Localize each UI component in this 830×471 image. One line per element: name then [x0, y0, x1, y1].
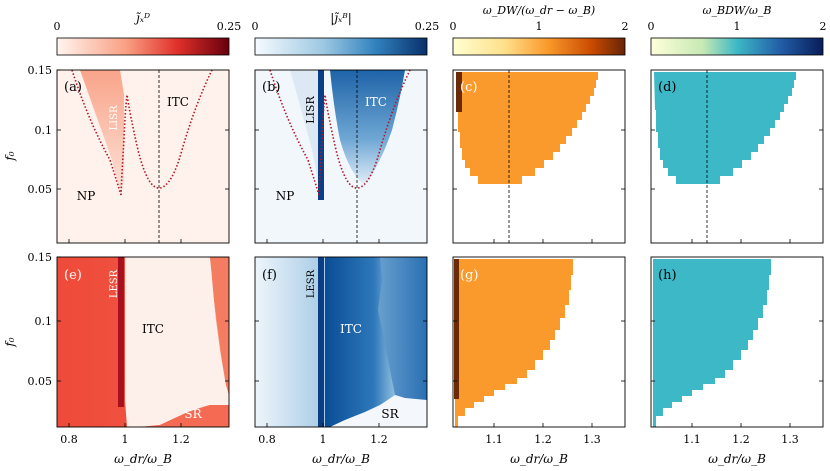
panel-b-itc-label: ITC [365, 95, 387, 109]
ytick-top-0.1: 0.1 [35, 124, 53, 137]
ytick-bottom-0.1: 0.1 [35, 315, 53, 328]
colorbar-a: 0 0.25 j̃ₓᴰ [54, 11, 242, 56]
colorbar-c-max: 2 [622, 20, 629, 33]
panel-b-np-shade [290, 70, 322, 195]
panel-e-lesr-label: LESR [109, 269, 120, 298]
panel-f-sr-region [330, 395, 427, 427]
xlabel-e: ω_dr/ω_B [114, 452, 172, 466]
panel-h-label: (h) [658, 268, 677, 283]
xtick-f-1: 1 [320, 433, 327, 446]
colorbar-c-label: ω_DW/(ω_dr − ω_B) [483, 4, 595, 17]
colorbar-b-label: |j̃ₓᴮ| [330, 11, 352, 25]
panel-a-np-label: NP [77, 189, 96, 203]
ytick-top-0.05: 0.05 [28, 183, 53, 196]
panel-d-label: (d) [658, 80, 676, 95]
panel-e-transition [210, 257, 229, 395]
panel-f-label: (f) [262, 268, 277, 283]
xtick-g-1.2: 1.2 [534, 433, 552, 446]
panel-b-label: (b) [262, 80, 280, 95]
panel-c-label: (c) [460, 80, 477, 95]
xlabel-g: ω_dr/ω_B [510, 452, 568, 466]
colorbar-b-max: 0.25 [415, 20, 440, 33]
panel-f: (f) LESR ITC SR [254, 256, 428, 428]
xtick-f-1.2: 1.2 [370, 433, 388, 446]
panel-e-sr-label: SR [184, 407, 202, 421]
panel-c: (c) [452, 69, 626, 244]
ylabel-top: f₀ [3, 151, 17, 161]
xtick-h-1.1: 1.1 [683, 433, 701, 446]
panel-a-background [57, 70, 229, 243]
panel-f-itc-label: ITC [340, 322, 362, 336]
xtick-g-1.3: 1.3 [583, 433, 601, 446]
xtick-h-1.2: 1.2 [732, 433, 750, 446]
xtick-g-1.1: 1.1 [485, 433, 503, 446]
panel-g-dark-edge [454, 259, 459, 399]
panel-b: (b) LISR ITC NP [254, 69, 428, 244]
panel-h: (h) [650, 256, 824, 428]
ytick-bottom-0.15: 0.15 [28, 251, 53, 264]
panel-b-lisr-strip [318, 70, 324, 200]
panel-f-lesr-strip [318, 257, 324, 427]
colorbar-a-min: 0 [54, 20, 61, 33]
panel-e-itc-label: ITC [142, 322, 164, 336]
colorbar-d-mid: 1 [734, 20, 741, 33]
panel-d-region [654, 72, 796, 184]
panel-a-itc-label: ITC [167, 95, 189, 109]
panel-f-sr-label: SR [381, 407, 399, 421]
colorbar-a-label: j̃ₓᴰ [134, 11, 150, 25]
ytick-top-0.15: 0.15 [28, 64, 53, 77]
colorbar-c: 0 1 2 ω_DW/(ω_dr − ω_B) [450, 4, 629, 56]
panel-g-label: (g) [460, 268, 478, 283]
panel-f-lesr-label: LESR [306, 269, 317, 298]
xlabel-f: ω_dr/ω_B [312, 452, 370, 466]
colorbar-d-max: 2 [820, 20, 827, 33]
ytick-bottom-0.05: 0.05 [28, 375, 53, 388]
panel-g: (g) [452, 256, 626, 428]
panel-a-lisr-region [80, 70, 124, 195]
panel-a-label: (a) [64, 80, 82, 95]
panel-e-sr-region [140, 405, 229, 427]
colorbar-c-mid: 1 [536, 20, 543, 33]
xtick-e-0.8: 0.8 [60, 433, 78, 446]
colorbar-b-min: 0 [252, 20, 259, 33]
panel-f-itc-region [325, 257, 395, 427]
panel-e: (e) LESR ITC SR [56, 256, 230, 428]
panel-d: (d) [650, 69, 824, 244]
colorbar-c-min: 0 [450, 20, 457, 33]
colorbar-a-max: 0.25 [217, 20, 242, 33]
panel-a-lisr-label: LISR [109, 105, 120, 130]
panel-h-region [653, 259, 771, 427]
xtick-e-1.2: 1.2 [172, 433, 190, 446]
xlabel-h: ω_dr/ω_B [708, 452, 766, 466]
xtick-f-0.8: 0.8 [258, 433, 276, 446]
tick-marks [57, 69, 823, 427]
colorbar-b: 0 0.25 |j̃ₓᴮ| [252, 11, 440, 56]
panel-e-lesr-strip [118, 257, 124, 407]
panel-a: (a) LISR ITC NP [56, 69, 230, 244]
panel-c-dark-edge [456, 72, 462, 112]
panel-b-itc-region [330, 70, 405, 185]
colorbar-d: 0 1 2 ω_BDW/ω_B [648, 4, 827, 56]
panel-c-region [456, 72, 598, 184]
colorbar-d-label: ω_BDW/ω_B [703, 4, 772, 17]
panel-g-region [455, 259, 573, 427]
panel-e-itc-region [125, 257, 229, 427]
xtick-h-1.3: 1.3 [781, 433, 799, 446]
xtick-e-1: 1 [122, 433, 129, 446]
panel-b-lisr-label: LISR [304, 96, 317, 124]
panel-b-np-label: NP [276, 189, 295, 203]
ylabel-bottom: f₀ [3, 337, 17, 347]
panel-e-label: (e) [64, 268, 82, 283]
colorbar-d-min: 0 [648, 20, 655, 33]
